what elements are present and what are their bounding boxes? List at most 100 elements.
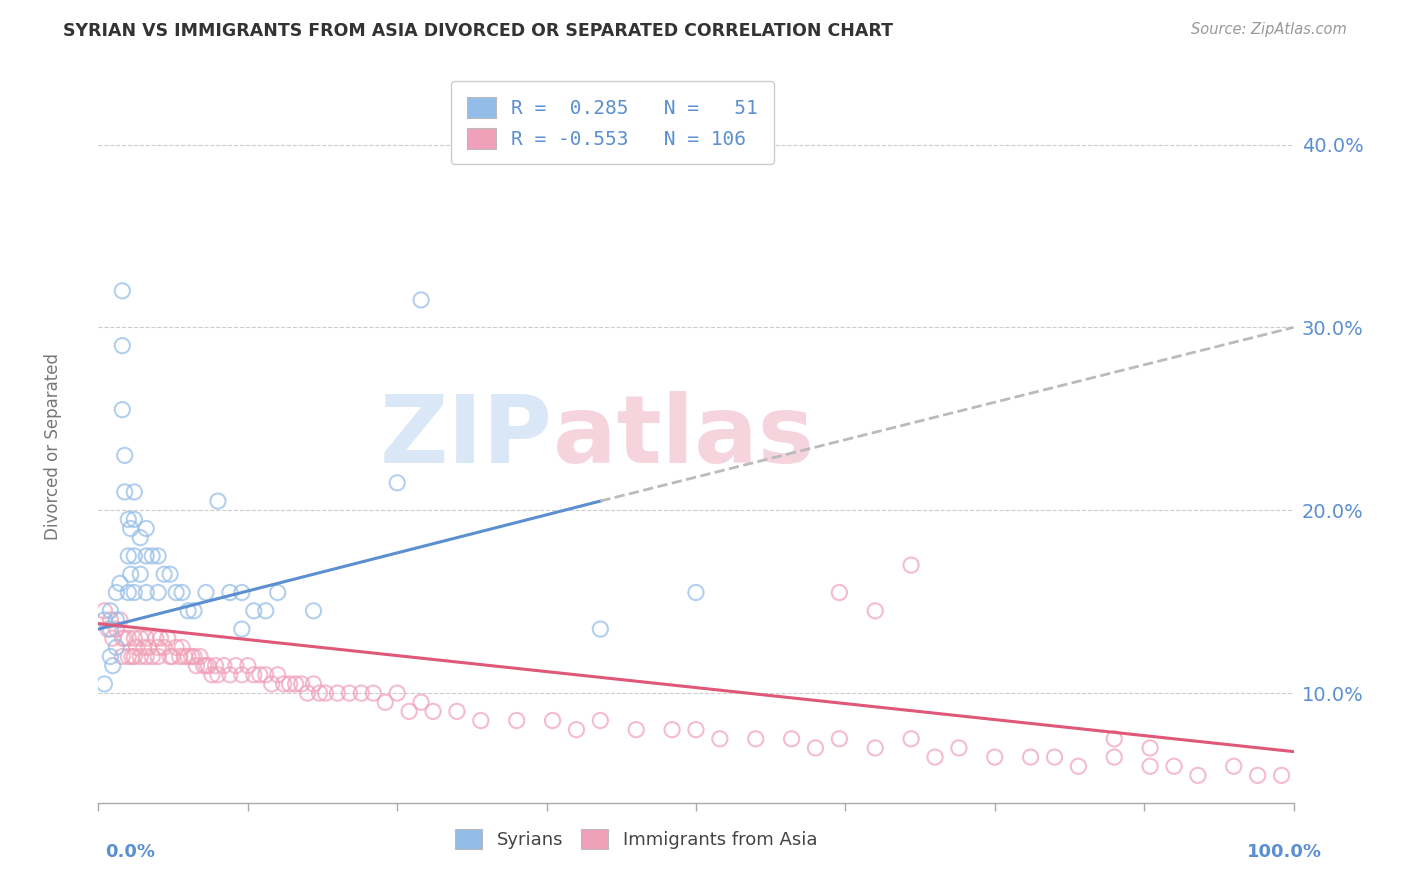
Point (117, 632, 139, 646)
Point (315, 686, 337, 700)
Point (98, 604, 122, 618)
Point (828, 731, 851, 746)
Point (138, 640, 160, 655)
Point (129, 632, 152, 646)
Point (197, 658, 219, 673)
Point (385, 475, 409, 490)
Point (267, 585, 290, 599)
Point (267, 667, 290, 681)
Point (231, 585, 253, 599)
Point (117, 512, 139, 526)
Point (135, 632, 157, 646)
Point (273, 677, 295, 691)
Point (111, 649, 134, 664)
Point (924, 750, 946, 764)
Point (865, 740, 887, 755)
Point (363, 686, 385, 700)
Point (120, 567, 142, 582)
Point (172, 585, 194, 599)
Point (114, 448, 136, 462)
Point (745, 731, 768, 746)
Point (207, 494, 229, 508)
Point (506, 714, 529, 728)
Point (117, 585, 139, 599)
Point (398, 705, 420, 719)
Point (97, 622, 120, 636)
Point (159, 649, 181, 664)
Point (984, 750, 1007, 764)
Point (93, 677, 115, 691)
Point (169, 649, 191, 664)
Point (219, 585, 242, 599)
Point (254, 604, 277, 618)
Point (148, 649, 170, 664)
Point (105, 613, 128, 627)
Point (141, 649, 163, 664)
Point (260, 677, 283, 691)
Point (249, 667, 271, 681)
Point (900, 558, 922, 573)
Point (1139, 740, 1161, 755)
Point (177, 604, 200, 618)
Point (948, 740, 970, 755)
Point (188, 649, 211, 664)
Point (93, 604, 115, 618)
Point (180, 649, 202, 664)
Point (165, 585, 187, 599)
Point (284, 677, 307, 691)
Text: Divorced or Separated: Divorced or Separated (45, 352, 62, 540)
Point (243, 604, 266, 618)
Point (129, 649, 152, 664)
Point (101, 658, 124, 673)
Text: atlas: atlas (553, 391, 814, 483)
Point (145, 632, 167, 646)
Point (183, 649, 205, 664)
Point (135, 585, 157, 599)
Point (1139, 759, 1161, 773)
Point (374, 695, 396, 709)
Point (105, 585, 128, 599)
Point (141, 549, 163, 563)
Point (661, 723, 683, 737)
Text: ZIP: ZIP (380, 391, 553, 483)
Point (470, 714, 492, 728)
Point (626, 723, 648, 737)
Point (446, 705, 468, 719)
Point (111, 339, 134, 353)
Point (135, 521, 157, 535)
Point (1187, 768, 1209, 782)
Point (153, 567, 176, 582)
Text: SYRIAN VS IMMIGRANTS FROM ASIA DIVORCED OR SEPARATED CORRELATION CHART: SYRIAN VS IMMIGRANTS FROM ASIA DIVORCED … (63, 22, 893, 40)
Point (231, 622, 253, 636)
Point (111, 402, 134, 417)
Point (148, 549, 170, 563)
Point (828, 585, 851, 599)
Point (411, 293, 433, 307)
Point (121, 649, 143, 664)
Point (1104, 750, 1126, 764)
Point (589, 714, 612, 728)
Point (195, 585, 218, 599)
Legend: Syrians, Immigrants from Asia: Syrians, Immigrants from Asia (449, 822, 824, 856)
Point (93, 613, 115, 627)
Point (132, 640, 155, 655)
Point (541, 714, 564, 728)
Point (177, 649, 200, 664)
Point (186, 658, 208, 673)
Point (124, 485, 146, 500)
Text: Source: ZipAtlas.com: Source: ZipAtlas.com (1191, 22, 1347, 37)
Point (339, 686, 361, 700)
Point (1019, 750, 1042, 764)
Point (565, 723, 588, 737)
Point (278, 677, 301, 691)
Point (183, 604, 205, 618)
Point (124, 512, 146, 526)
Point (1163, 759, 1185, 773)
Point (1067, 759, 1090, 773)
Point (105, 622, 128, 636)
Point (1271, 768, 1294, 782)
Point (153, 640, 176, 655)
Point (195, 658, 218, 673)
Point (108, 613, 131, 627)
Point (98, 649, 122, 664)
